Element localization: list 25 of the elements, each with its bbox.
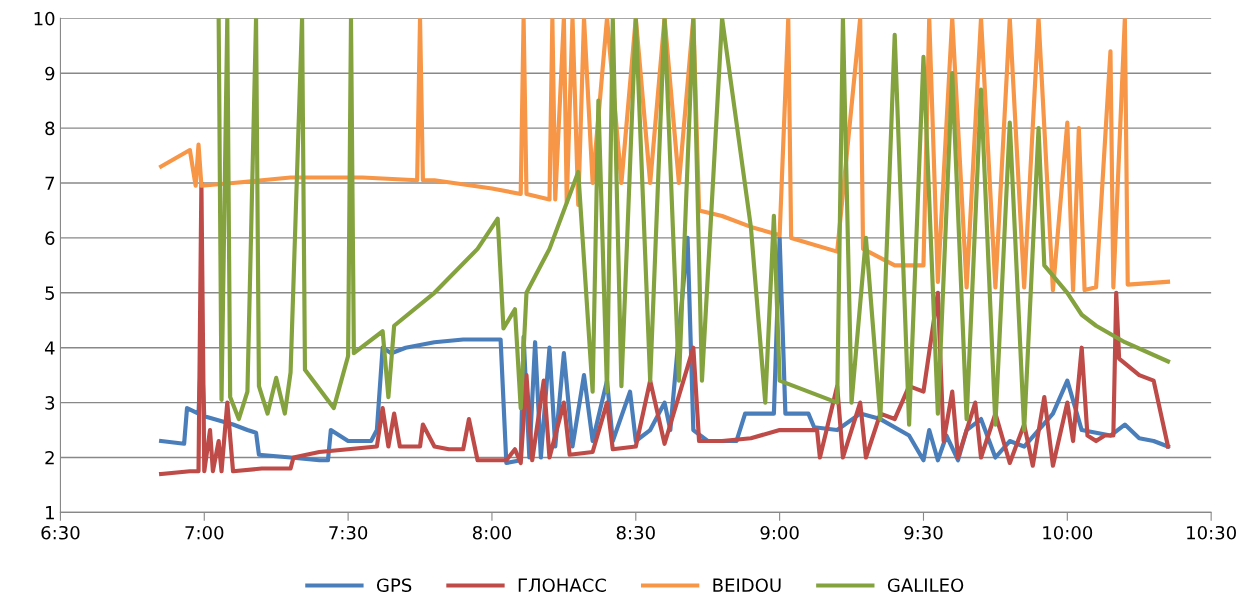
y-tick-label: 10 <box>34 11 55 26</box>
y-tick-label: 7 <box>45 176 55 190</box>
x-tick-label: 9:00 <box>760 525 799 540</box>
x-tick-label: 7:30 <box>329 525 368 540</box>
x-tick-label: 10:30 <box>1187 525 1236 540</box>
y-tick-label: 8 <box>45 121 55 136</box>
x-tick-label: 7:00 <box>185 525 224 540</box>
legend-label: GALILEO <box>887 578 964 593</box>
y-tick-label: 4 <box>44 341 55 355</box>
line-series <box>216 18 1171 433</box>
legend-label: ГЛОНАСС <box>518 578 606 593</box>
line-series <box>159 18 1171 293</box>
legend-label: BEIDOU <box>713 578 781 593</box>
y-tick-label: 2 <box>45 450 54 465</box>
legend-label: GPS <box>376 578 412 593</box>
y-tick-label: 1 <box>46 506 54 520</box>
y-tick-label: 9 <box>45 66 55 81</box>
x-tick-label: 9:30 <box>904 525 943 540</box>
x-tick-label: 8:00 <box>472 525 512 540</box>
x-tick-label: 6:30 <box>41 525 80 540</box>
x-tick-label: 10:00 <box>1043 525 1093 540</box>
y-tick-label: 6 <box>45 231 55 246</box>
y-tick-label: 5 <box>45 286 54 300</box>
x-tick-label: 8:30 <box>616 525 655 540</box>
y-tick-label: 3 <box>45 396 55 410</box>
